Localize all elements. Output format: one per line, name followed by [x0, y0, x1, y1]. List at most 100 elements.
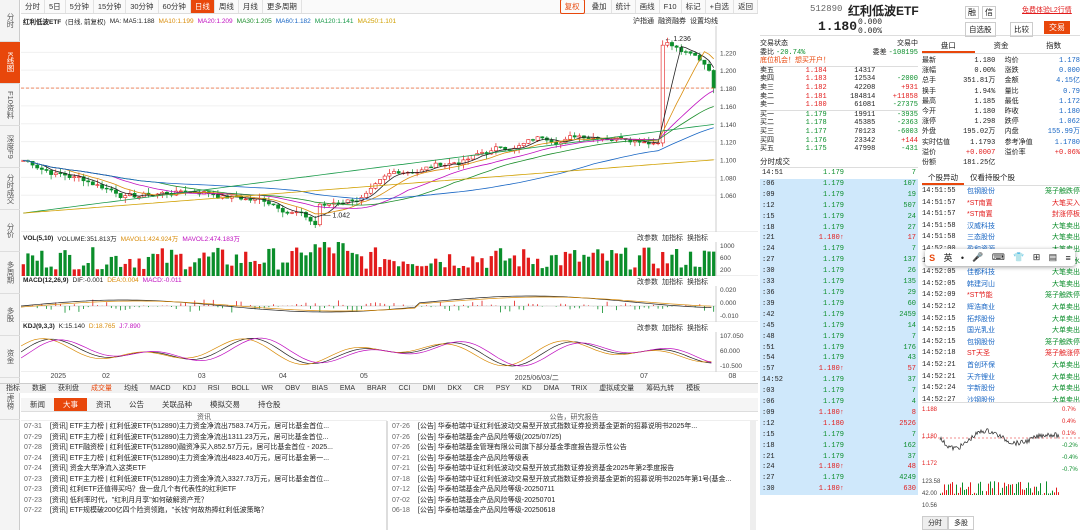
news-item[interactable]: 07-18 [公告] 华泰柏瑞中证红利低波动交易型开放式指数证券投资基金更新的招募…: [392, 475, 747, 486]
news-tab-3[interactable]: 公告: [129, 400, 144, 409]
stats-tab-1[interactable]: 资金: [993, 41, 1009, 50]
panel-button-2[interactable]: 换指标: [687, 325, 708, 332]
indicator-tab-20[interactable]: DMA: [543, 385, 560, 392]
indicator-tab-14[interactable]: CCI: [398, 385, 411, 392]
open-account-banner[interactable]: 底位机会！想买开户！: [760, 57, 830, 65]
news-scrollbar-right[interactable]: [750, 421, 756, 530]
news-item[interactable]: 07-12 [公告] 华泰柏瑞基金产品风险等级-20250711: [392, 485, 747, 496]
left-tab-6[interactable]: 多周期: [0, 252, 20, 294]
movers-tab-0[interactable]: 个股异动: [922, 172, 964, 185]
movers-tab-1[interactable]: 仅看持股个股: [970, 173, 1015, 182]
indicator-tab-0[interactable]: 指标: [6, 385, 20, 392]
ime-lang-icon[interactable]: 英: [943, 253, 953, 263]
order-level[interactable]: 卖三 1.182 42208 +931: [760, 84, 918, 93]
mover-row[interactable]: 14:52:21 首创环保 大单卖出: [922, 360, 1080, 372]
free-l2-link[interactable]: 免费体验L2行情: [1022, 7, 1072, 14]
period-tab-4[interactable]: 30分钟: [126, 0, 159, 13]
indicator-tab-21[interactable]: TRIX: [571, 385, 588, 392]
indicator-tab-22[interactable]: 虚拟成交量: [599, 385, 635, 392]
panel-button-2[interactable]: 换指标: [687, 235, 708, 242]
kdj-chart[interactable]: 107.050 60.000 -10.500: [21, 332, 758, 372]
mini-intraday[interactable]: 1.188 1.180 1.172 0.7% 0.4% 0.1% -0.2% -0.4% -0.…: [922, 402, 1080, 530]
panel-button-1[interactable]: 加指标: [662, 279, 683, 286]
news-tab-2[interactable]: 资讯: [96, 400, 111, 409]
news-item[interactable]: 07-31 [资讯] ETF主力榜 | 红利低波ETF(512890)主力资金净流…: [24, 422, 386, 433]
panel-button-1[interactable]: 加指标: [662, 235, 683, 242]
indicator-tab-8[interactable]: BOLL: [231, 385, 250, 392]
credit-badge[interactable]: 信: [982, 6, 996, 19]
panel-button-2[interactable]: 换指标: [687, 279, 708, 286]
left-tab-8[interactable]: 资金: [0, 336, 20, 378]
compare-button[interactable]: 比较: [1010, 22, 1033, 37]
news-item[interactable]: 07-26 [公告] 华泰柏瑞基金管理有限公司旗下部分基金季度报告提示性公告: [392, 443, 747, 454]
keyboard-icon[interactable]: ⌨: [991, 252, 1005, 262]
indicator-tab-17[interactable]: CR: [473, 385, 484, 392]
grid-icon[interactable]: ⊞: [1032, 252, 1041, 262]
indicator-tab-12[interactable]: EMA: [339, 385, 356, 392]
indicator-tab-15[interactable]: DMI: [422, 385, 436, 392]
kline-panel[interactable]: 红利低波ETF (日线, 前复权) MA: MA5:1.188 MA10:1.199 M…: [21, 14, 758, 232]
skin-icon[interactable]: 👕: [1013, 252, 1025, 262]
news-item[interactable]: 07-23 [资讯] 低利率时代，"红利月月享"如何破解资产荒？: [24, 496, 386, 507]
mover-row[interactable]: 14:52:21 天齐锂业 大单卖出: [922, 372, 1080, 384]
main-right-label-1[interactable]: 融资融券: [658, 18, 686, 25]
mover-row[interactable]: 14:51:57 *ST南置 封涨停板: [922, 209, 1080, 221]
news-item[interactable]: 07-29 [资讯] ETF主力榜 | 红利低波ETF(512890)主力资金净流…: [24, 433, 386, 444]
order-level[interactable]: 卖五 1.184 14317: [760, 67, 918, 76]
panel-button-0[interactable]: 改参数: [637, 235, 658, 242]
ime-logo-icon[interactable]: S: [929, 252, 936, 263]
mover-row[interactable]: 14:52:05 韩建河山 大笔卖出: [922, 279, 1080, 291]
left-tab-5[interactable]: 分价: [0, 210, 20, 252]
mover-row[interactable]: 14:52:05 佳都科技 大笔卖出: [922, 267, 1080, 279]
indicator-tab-19[interactable]: KD: [521, 385, 532, 392]
bag-icon[interactable]: ▤: [1048, 252, 1058, 262]
indicator-tab-24[interactable]: 模板: [686, 385, 701, 392]
left-tab-2[interactable]: F10资料: [0, 84, 20, 126]
left-tab-4[interactable]: 分时成交: [0, 168, 20, 210]
news-tab-5[interactable]: 模拟交易: [210, 400, 240, 409]
main-right-label-0[interactable]: 沪指通: [633, 18, 654, 25]
news-item[interactable]: 07-23 [资讯] ETF主力榜 | 红利低波ETF(512890)主力资金净流…: [24, 475, 386, 486]
stats-tab-2[interactable]: 指数: [1046, 41, 1062, 50]
mover-row[interactable]: 14:52:09 *ST节能 笼子触跌停: [922, 290, 1080, 302]
toolbar-action-7[interactable]: 返回: [734, 0, 758, 13]
mover-row[interactable]: 14:52:24 宇新股份 大单卖出: [922, 383, 1080, 395]
stats-tab-0[interactable]: 盘口: [922, 40, 975, 53]
indicator-tab-1[interactable]: 数据: [32, 385, 46, 392]
mic-icon[interactable]: 🎤: [972, 252, 984, 262]
mini-tab-1[interactable]: 多股: [948, 516, 974, 530]
mover-row[interactable]: 14:51:58 汉威科技 大笔卖出: [922, 221, 1080, 233]
indicator-tab-13[interactable]: BRAR: [367, 385, 387, 392]
period-tab-9[interactable]: 更多周期: [263, 0, 302, 13]
mini-tab-0[interactable]: 分时: [922, 516, 948, 530]
indicator-tab-16[interactable]: DKX: [447, 385, 462, 392]
toolbar-action-4[interactable]: F10: [660, 0, 682, 13]
mover-row[interactable]: 14:52:27 沙钢股份 大单卖出: [922, 395, 1080, 407]
order-level[interactable]: 卖四 1.183 12534 -2000: [760, 75, 918, 84]
toolbar-action-6[interactable]: +自选: [706, 0, 734, 13]
news-tab-4[interactable]: 关联品种: [162, 400, 192, 409]
mover-row[interactable]: 14:52:15 国光乳业 大单卖出: [922, 325, 1080, 337]
news-item[interactable]: 07-24 [资讯] 资金大举净流入这类ETF: [24, 464, 386, 475]
indicator-tab-6[interactable]: KDJ: [182, 385, 196, 392]
news-item[interactable]: 07-02 [公告] 华泰柏瑞基金产品风险等级-20250701: [392, 496, 747, 507]
period-tab-7[interactable]: 周线: [215, 0, 239, 13]
news-tab-1[interactable]: 大事: [54, 398, 87, 411]
toolbar-action-2[interactable]: 统计: [612, 0, 636, 13]
indicator-tab-23[interactable]: 筹码九转: [646, 385, 675, 392]
news-item[interactable]: 07-22 [资讯] ETF规模破200亿四个险资领跑，"长钱"何故热捧红利低波策…: [24, 506, 386, 517]
panel-button-0[interactable]: 改参数: [637, 279, 658, 286]
macd-chart[interactable]: 0.020 0.000 -0.010: [21, 286, 758, 322]
panel-button-0[interactable]: 改参数: [637, 325, 658, 332]
menu-icon[interactable]: ≡: [1065, 252, 1071, 263]
news-item[interactable]: 06-18 [公告] 华泰柏瑞基金产品风险等级-20250618: [392, 506, 747, 517]
mover-row[interactable]: 14:51:55 包钢股份 笼子触跌停: [922, 186, 1080, 198]
toolbar-action-5[interactable]: 标记: [682, 0, 706, 13]
period-tab-6[interactable]: 日线: [190, 0, 215, 13]
period-tab-5[interactable]: 60分钟: [159, 0, 191, 13]
news-tab-0[interactable]: 新闻: [30, 400, 45, 409]
order-level[interactable]: 卖二 1.181 184814 +11858: [760, 93, 918, 102]
period-tab-2[interactable]: 5分钟: [66, 0, 94, 13]
mover-row[interactable]: 14:51:58 三态股份 大笔卖出: [922, 232, 1080, 244]
indicator-tab-3[interactable]: 成交量: [91, 385, 112, 392]
